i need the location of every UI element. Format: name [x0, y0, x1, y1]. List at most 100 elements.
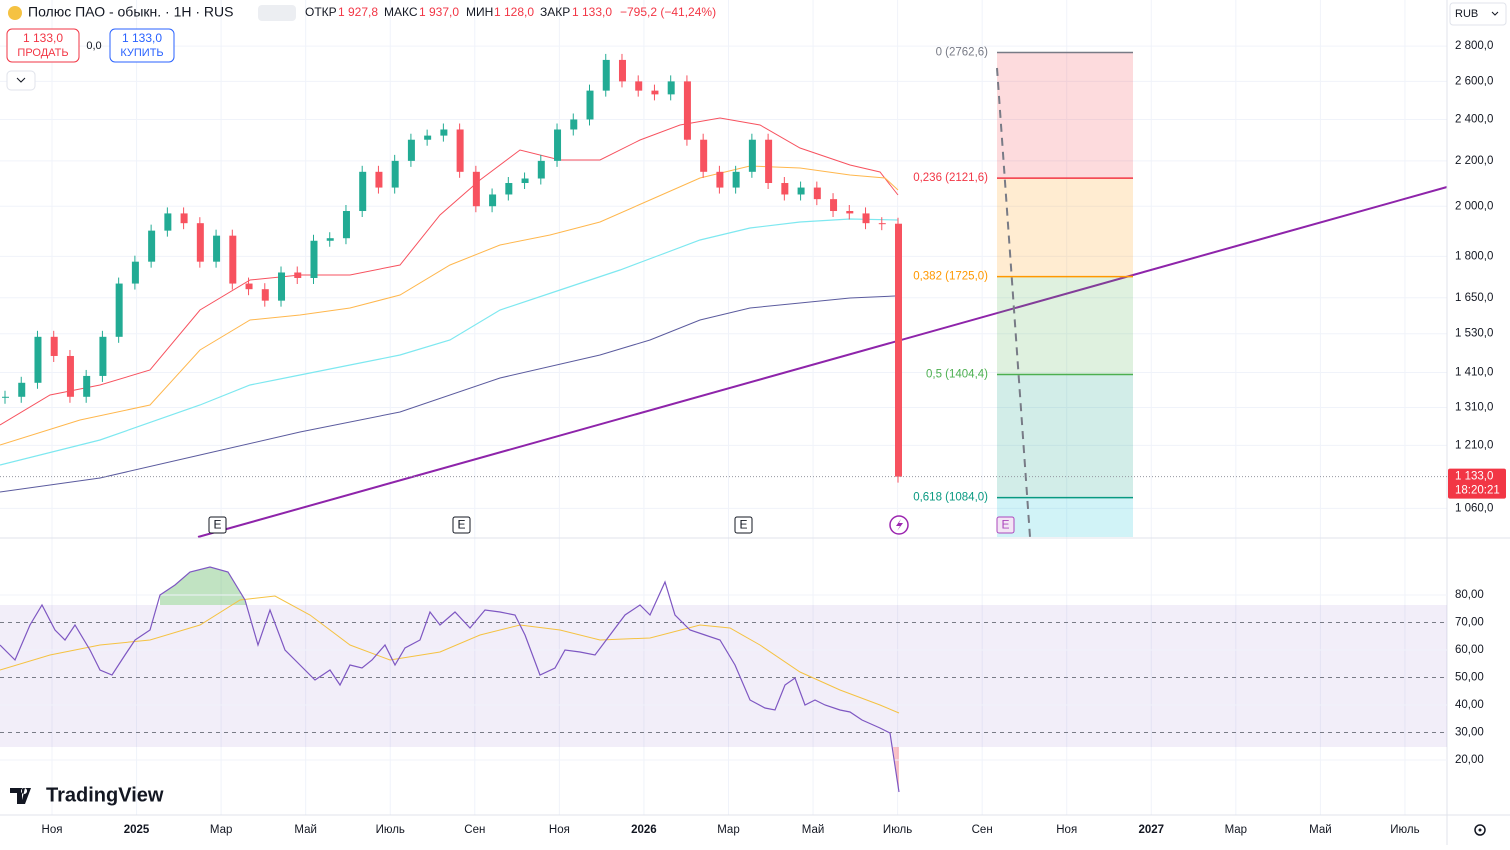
candles — [2, 53, 902, 483]
toggle[interactable] — [258, 5, 296, 21]
candle — [391, 160, 399, 188]
rsi-tick-label: 70,00 — [1455, 617, 1484, 629]
rsi-band — [0, 605, 1447, 747]
rsi-line — [0, 566, 900, 793]
ohlc-value: 1 128,0 — [494, 5, 534, 19]
marker-label: E — [213, 518, 221, 532]
candle — [2, 396, 9, 398]
last-price-box — [1448, 468, 1506, 499]
event-marker[interactable] — [889, 515, 909, 535]
symbol-title: Полюс ПАО - обыкн. · 1H · RUS — [28, 4, 233, 20]
candle — [164, 213, 172, 231]
ohlc-label: ОТКР — [305, 5, 337, 19]
candle — [294, 272, 302, 278]
time-tick-label: Мар — [717, 824, 740, 836]
time-tick-label: Июль — [1390, 824, 1419, 836]
candle — [602, 59, 610, 91]
earnings-marker[interactable]: E — [734, 516, 753, 534]
candle — [148, 230, 156, 262]
candle — [278, 272, 286, 301]
time-tick-label: Июль — [376, 824, 405, 836]
candle — [245, 283, 253, 290]
currency: RUB — [1455, 8, 1478, 20]
candle — [424, 135, 432, 140]
rsi-tick-label: 60,00 — [1455, 644, 1484, 656]
candle — [326, 238, 334, 241]
time-tick-label: Ноя — [42, 824, 63, 836]
sell-price: 1 133,0 — [23, 31, 63, 45]
currency-button[interactable]: RUB — [1449, 2, 1507, 26]
sell-button[interactable]: 1 133,0 ПРОДАТЬ — [6, 28, 80, 63]
ohlc-label: МАКС — [384, 5, 418, 19]
candle — [554, 129, 562, 161]
collapse-button[interactable] — [6, 70, 36, 91]
candle — [521, 178, 529, 184]
time-tick-label: Сен — [972, 824, 993, 836]
change: −795,2 (−41,24%) — [620, 5, 716, 19]
time-tick-label: 2026 — [631, 824, 657, 836]
candle — [229, 235, 237, 284]
price-tick-label: 1 060,0 — [1455, 502, 1493, 514]
price-tick-label: 2 400,0 — [1455, 114, 1493, 126]
candle — [18, 382, 26, 397]
price-tick-label: 1 530,0 — [1455, 328, 1493, 340]
ohlc-value: 1 937,0 — [419, 5, 459, 19]
candle — [846, 211, 854, 214]
rsi-ma — [0, 595, 900, 714]
ohlc-label: ЗАКР — [540, 5, 570, 19]
candle — [667, 81, 675, 95]
time-tick-label: Мар — [1225, 824, 1248, 836]
time-tick-label: Май — [1309, 824, 1332, 836]
time-tick-label: 2025 — [124, 824, 150, 836]
time-tick-label: Ноя — [549, 824, 570, 836]
fib-retracement: 0 (2762,6) 0,236 (2121,6) 0,382 (1725,0) 0,… — [913, 47, 1133, 537]
candle — [618, 59, 626, 82]
candle — [99, 336, 107, 376]
fib-label: 0,236 (2121,6) — [913, 172, 988, 184]
candle — [342, 211, 350, 239]
time-tick-label: Июль — [883, 824, 912, 836]
time-tick-label: Мар — [210, 824, 233, 836]
last-price-timer: 18:20:21 — [1455, 485, 1500, 497]
buy-button[interactable]: 1 133,0 КУПИТЬ — [109, 28, 175, 63]
fib-zone — [997, 276, 1133, 375]
candle — [261, 289, 269, 301]
fib-label: 0,5 (1404,4) — [926, 368, 988, 380]
fib-zone — [997, 497, 1133, 537]
brand: TradingView — [46, 784, 164, 806]
candle — [310, 240, 318, 278]
time-tick-label: Ноя — [1056, 824, 1077, 836]
candle — [748, 139, 756, 172]
settings-button[interactable] — [1474, 824, 1486, 836]
earnings-marker[interactable]: E — [996, 516, 1015, 534]
ma-200 — [0, 295, 896, 493]
candle — [683, 81, 691, 140]
buy-price: 1 133,0 — [122, 31, 162, 45]
price-tick-label: 1 650,0 — [1455, 292, 1493, 304]
candle — [862, 213, 870, 224]
candle — [813, 187, 821, 200]
sell-label: ПРОДАТЬ — [17, 47, 68, 59]
rsi-tick-label: 20,00 — [1455, 754, 1484, 766]
last-price-label: 1 133,0 — [1455, 471, 1493, 483]
candle — [66, 355, 74, 397]
price-tick-label: 1 210,0 — [1455, 439, 1493, 451]
rsi-tick-label: 50,00 — [1455, 672, 1484, 684]
candle — [797, 187, 805, 195]
candle — [196, 223, 204, 262]
candle — [537, 160, 545, 179]
ma-short — [0, 117, 899, 426]
candle — [213, 235, 221, 262]
candle — [878, 223, 886, 225]
candle — [732, 171, 740, 188]
candle — [472, 171, 480, 207]
price-tick-label: 1 410,0 — [1455, 367, 1493, 379]
earnings-marker[interactable]: E — [208, 516, 227, 534]
fib-zone — [997, 374, 1133, 498]
earnings-marker[interactable]: E — [452, 516, 471, 534]
candle — [830, 199, 838, 212]
price-tick-label: 1 310,0 — [1455, 402, 1493, 414]
candle — [716, 171, 724, 188]
candle — [765, 139, 773, 184]
